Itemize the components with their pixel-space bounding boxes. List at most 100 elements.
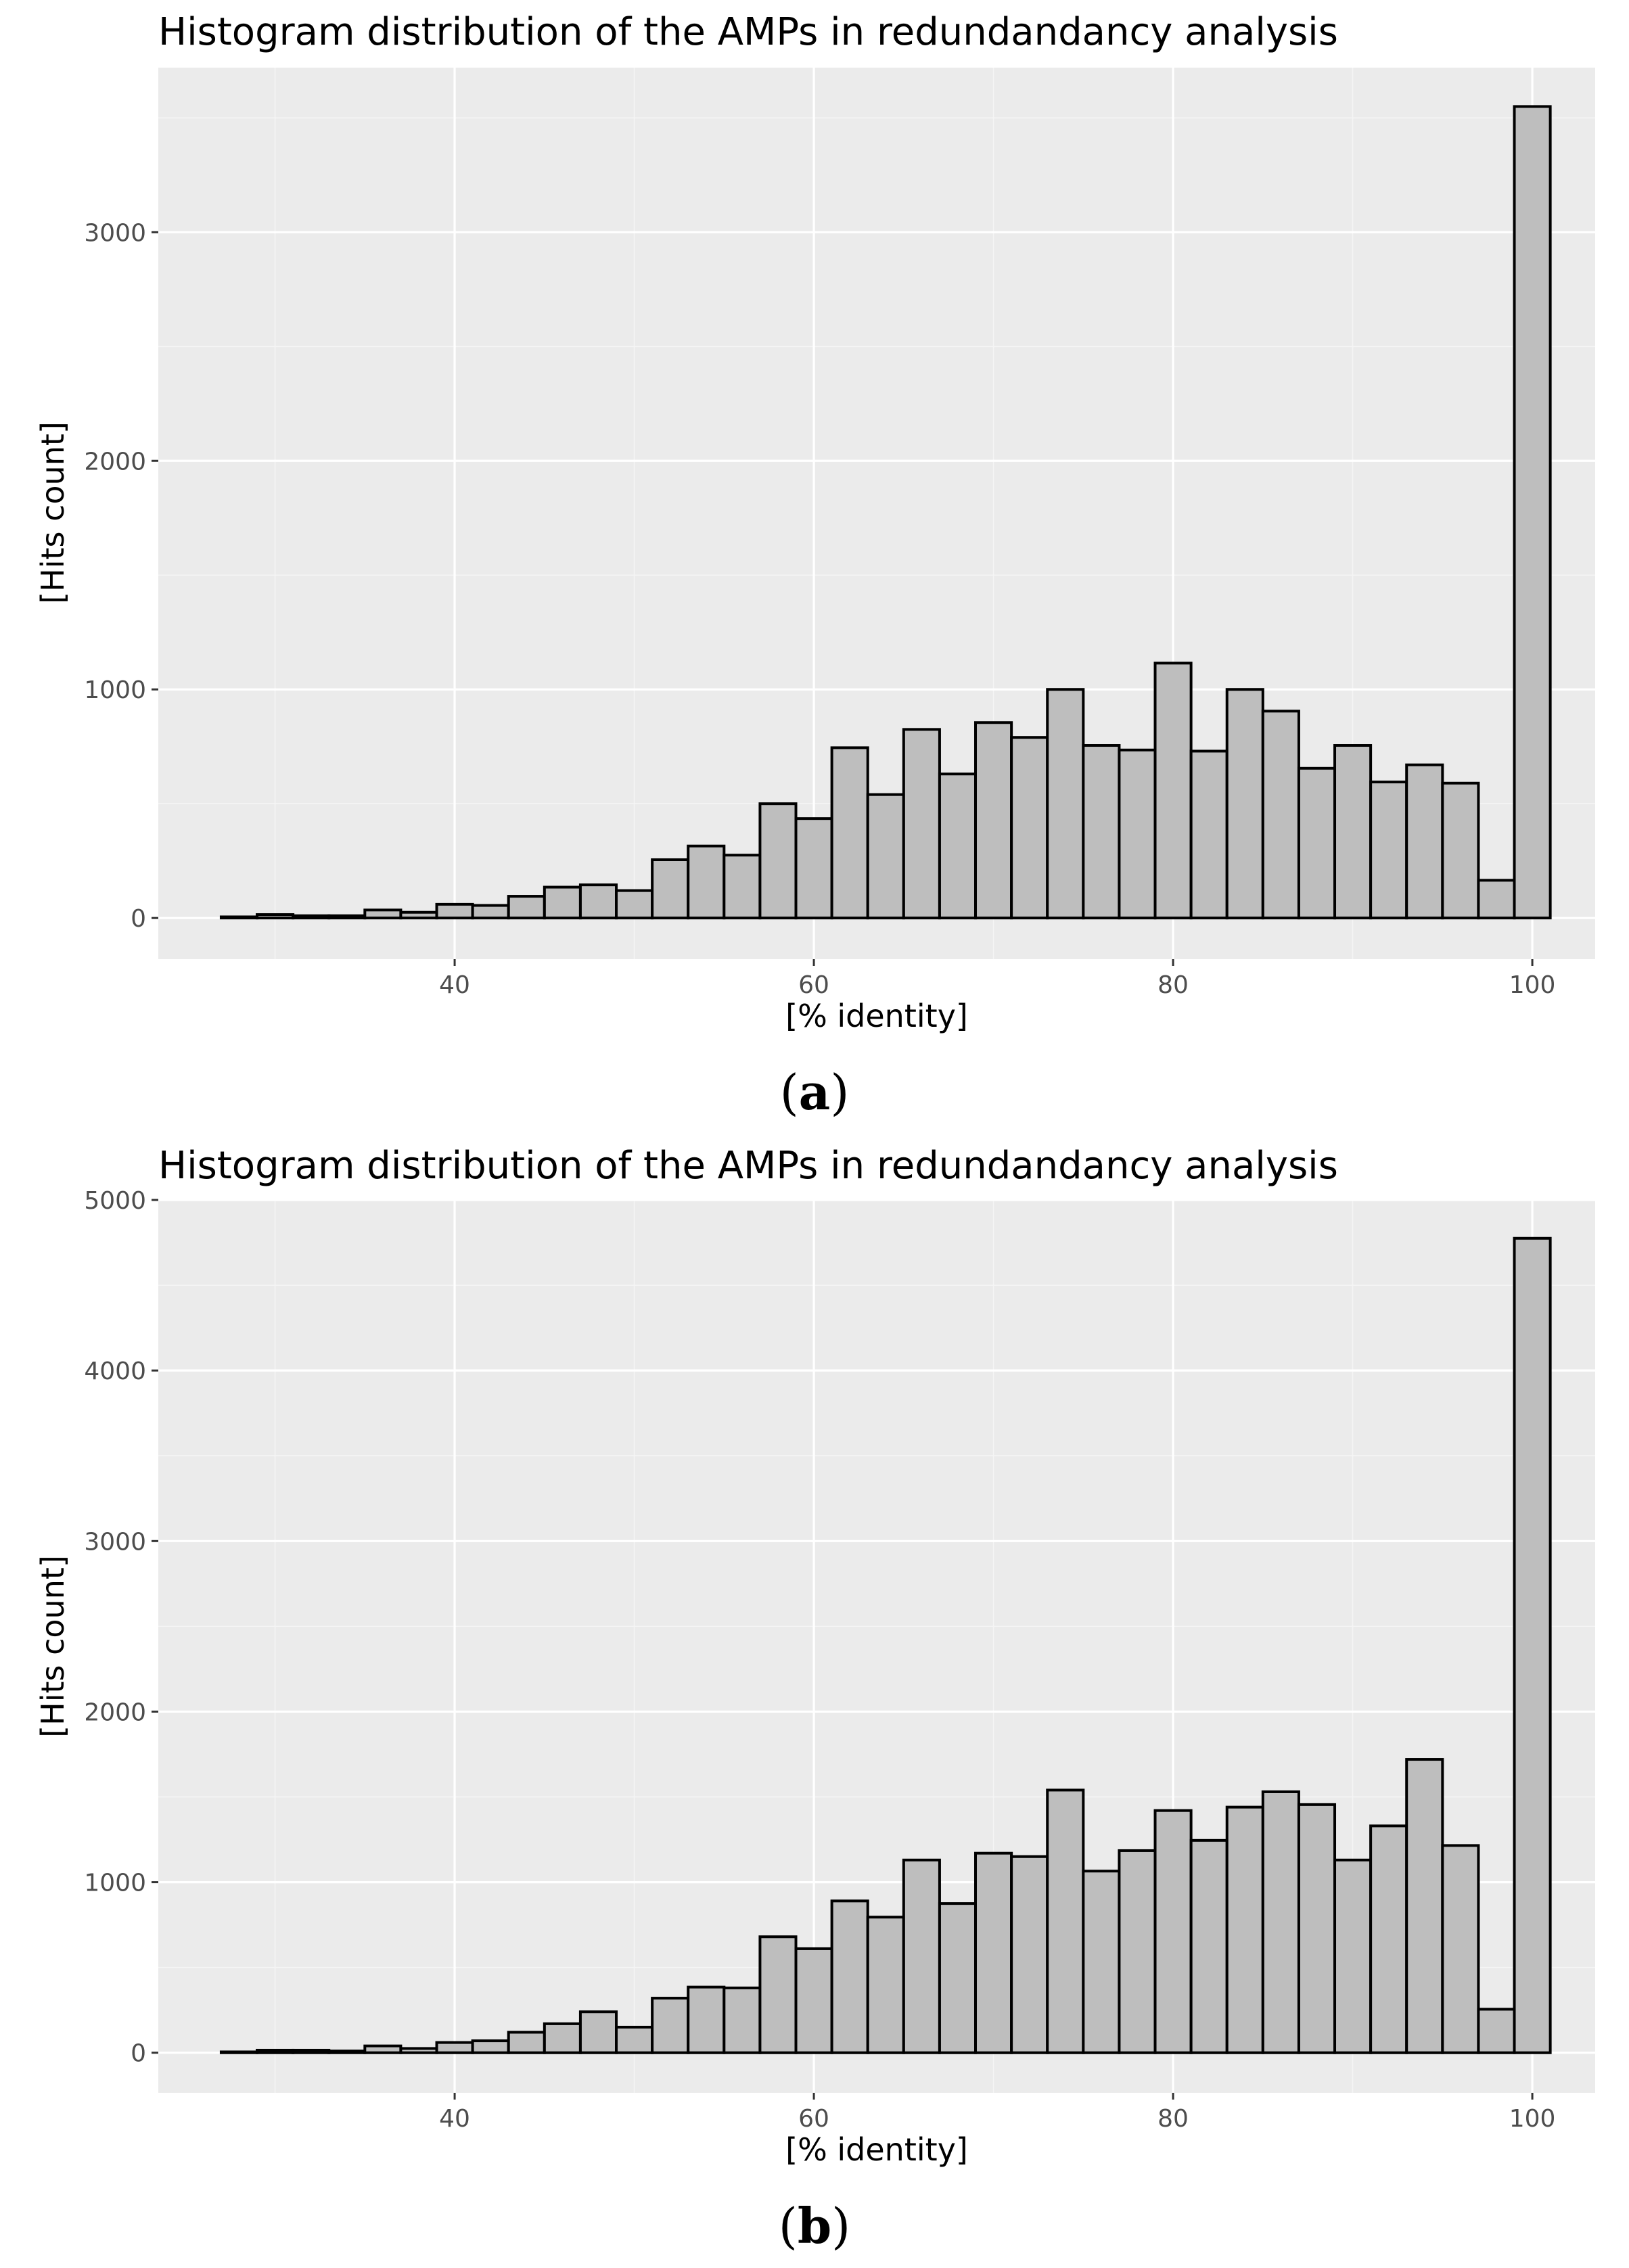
histogram-bar	[1189, 1838, 1229, 2054]
histogram-bar	[1513, 105, 1552, 920]
histogram-bar	[1118, 1849, 1157, 2054]
caption-close-paren-b: )	[831, 2198, 850, 2254]
x-tick-label: 80	[1157, 971, 1189, 999]
histogram-bar	[1082, 1870, 1121, 2054]
histogram-bar	[292, 2048, 331, 2054]
y-tick-label: 0	[131, 2040, 146, 2068]
caption-letter-a: a	[799, 1063, 831, 1121]
y-tick-label: 2000	[84, 1698, 146, 1726]
histogram-bar	[615, 889, 654, 920]
histogram-bar	[1441, 781, 1480, 920]
histogram-bar	[543, 885, 582, 920]
histogram-bar	[1405, 763, 1444, 920]
histogram-panel-a: Histogram distribution of the AMPs in re…	[35, 10, 1595, 1121]
histogram-bar	[1261, 710, 1300, 920]
histogram-bar	[363, 908, 403, 920]
histogram-bar	[578, 883, 618, 920]
caption-open-paren-a: (	[780, 1064, 799, 1121]
histogram-bar	[1477, 2008, 1516, 2054]
histogram-bar	[507, 895, 546, 920]
histogram-bar	[1153, 662, 1193, 920]
chart-title-a: Histogram distribution of the AMPs in re…	[158, 10, 1338, 54]
histogram-bar	[1513, 1236, 1552, 2054]
histogram-bar	[651, 1997, 690, 2054]
histogram-bar	[219, 915, 259, 920]
x-tick-label: 60	[798, 971, 829, 999]
histogram-bar	[687, 1985, 726, 2054]
histogram-bar	[292, 914, 331, 920]
histogram-bar	[615, 2025, 654, 2054]
histogram-bar	[938, 772, 978, 920]
histogram-bar	[1153, 1809, 1193, 2054]
histogram-bar	[866, 1916, 905, 2054]
histogram-bar	[256, 2048, 295, 2054]
bars-b	[219, 1236, 1552, 2054]
y-axis-b: 0 1000 2000 3000 4000 5000	[84, 1187, 158, 2068]
panel-caption-a: (a)	[780, 1063, 850, 1121]
histogram-bar	[830, 746, 869, 920]
histogram-bar	[435, 2041, 474, 2054]
histogram-bar	[1046, 1788, 1085, 2054]
caption-open-paren-b: (	[779, 2198, 798, 2254]
x-axis-a: 40 60 80 100	[439, 959, 1555, 999]
histogram-bar	[1046, 688, 1085, 920]
histogram-bar	[1010, 736, 1049, 920]
histogram-bar	[543, 2022, 582, 2054]
histogram-bar	[974, 721, 1013, 920]
x-tick-label: 60	[798, 2105, 829, 2133]
y-tick-label: 1000	[84, 676, 146, 704]
histogram-bar	[902, 1858, 941, 2054]
histogram-bar	[687, 844, 726, 920]
histogram-panel-b: Histogram distribution of the AMPs in re…	[0, 1134, 1629, 2267]
x-axis-label-b: [% identity]	[785, 2131, 968, 2168]
histogram-bar	[974, 1851, 1013, 2054]
histogram-bar	[399, 910, 438, 920]
histogram-bar	[794, 1947, 833, 2054]
y-tick-label: 2000	[84, 448, 146, 476]
x-tick-label: 100	[1509, 971, 1556, 999]
histogram-bar	[256, 913, 295, 920]
histogram-bar	[1333, 1858, 1373, 2054]
bars-a	[219, 105, 1552, 920]
histogram-bar	[471, 2039, 510, 2054]
y-tick-label: 5000	[84, 1187, 146, 1215]
histogram-bar	[651, 858, 690, 920]
histogram-bar	[507, 2031, 546, 2054]
histogram-bar	[1261, 1790, 1300, 2054]
histogram-bar	[1082, 744, 1121, 920]
y-axis-label-b: [Hits count]	[35, 1555, 71, 1738]
histogram-bar	[327, 2050, 367, 2054]
histogram-bar	[1297, 1803, 1337, 2054]
histogram-bar	[830, 1899, 869, 2054]
histogram-bar	[1118, 748, 1157, 920]
histogram-bar	[1225, 1805, 1264, 2054]
y-tick-label: 0	[131, 905, 146, 933]
x-tick-label: 100	[1509, 2105, 1556, 2133]
histogram-a-svg: Histogram distribution of the AMPs in re…	[35, 10, 1595, 1121]
caption-letter-b: b	[798, 2197, 831, 2254]
histogram-bar	[866, 793, 905, 920]
histogram-bar	[1333, 744, 1373, 920]
histogram-bar	[722, 1986, 762, 2054]
y-tick-label: 1000	[84, 1870, 146, 1897]
x-axis-label-a: [% identity]	[785, 998, 968, 1034]
histogram-bar	[435, 902, 474, 920]
histogram-bar	[471, 904, 510, 920]
histogram-bar	[327, 914, 367, 920]
panel-caption-b: (b)	[779, 2197, 851, 2254]
histogram-bar	[758, 802, 798, 920]
histogram-bar	[578, 2010, 618, 2054]
histogram-bar	[1477, 879, 1516, 920]
x-tick-label: 80	[1157, 2105, 1189, 2133]
y-tick-label: 3000	[84, 1528, 146, 1556]
histogram-bar	[1369, 1824, 1408, 2054]
x-tick-label: 40	[439, 971, 470, 999]
y-axis-a: 0 1000 2000 3000	[84, 219, 158, 933]
x-tick-label: 40	[439, 2105, 470, 2133]
chart-title-b: Histogram distribution of the AMPs in re…	[158, 1144, 1338, 1188]
histogram-b-svg: Histogram distribution of the AMPs in re…	[35, 1144, 1595, 2254]
histogram-bar	[1369, 781, 1408, 920]
histogram-bar	[399, 2047, 438, 2054]
histogram-bar	[902, 728, 941, 920]
histogram-bar	[1405, 1758, 1444, 2054]
